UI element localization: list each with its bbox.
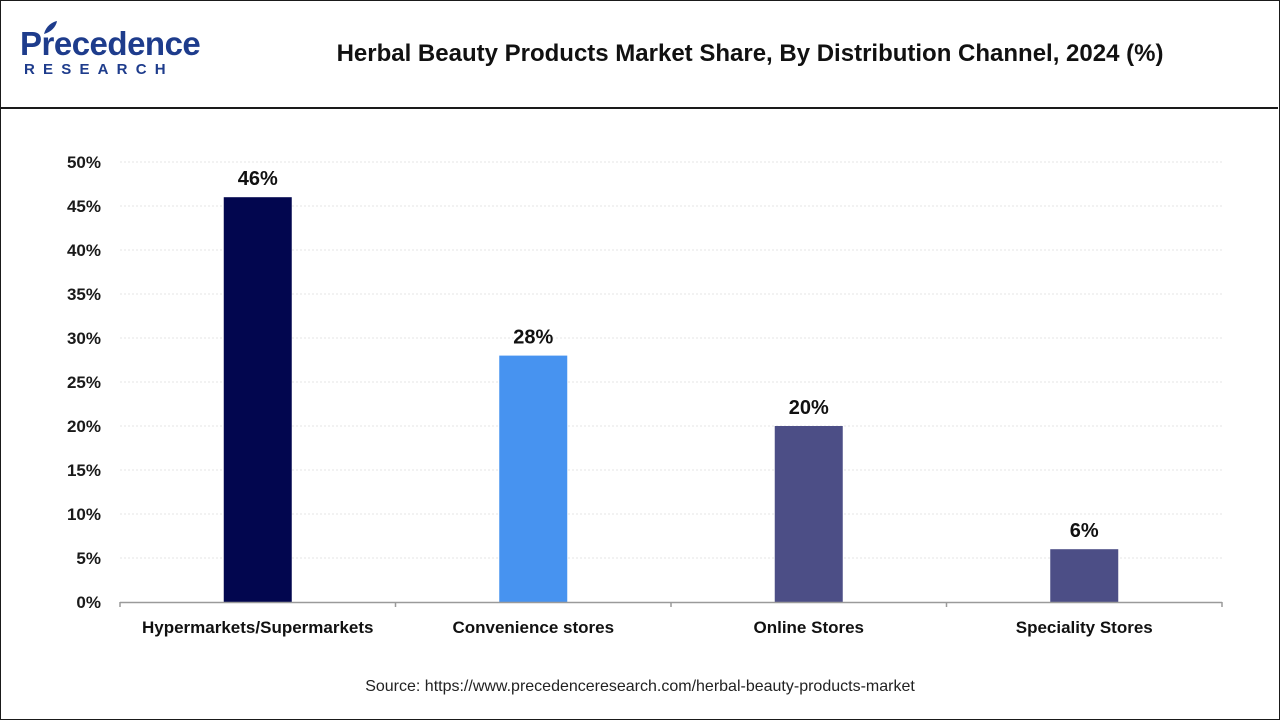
y-tick-label: 0% <box>76 593 101 612</box>
data-label: 28% <box>513 327 553 349</box>
y-tick-label: 30% <box>67 329 101 348</box>
y-tick-label: 20% <box>67 417 101 436</box>
category-label: Convenience stores <box>452 618 614 637</box>
data-label: 20% <box>789 397 829 419</box>
header: Precedence RESEARCH Herbal Beauty Produc… <box>0 0 1278 109</box>
logo-wordmark: Precedence <box>20 25 201 62</box>
bars: 46% 28% 20% 6% <box>223 168 1119 602</box>
bar <box>499 355 568 602</box>
leaf-icon <box>44 21 57 34</box>
y-tick-label: 15% <box>67 461 101 480</box>
category-label: Hypermarkets/Supermarkets <box>142 618 374 637</box>
y-tick-label: 45% <box>67 197 101 216</box>
y-tick-label: 40% <box>67 241 101 260</box>
bar <box>223 197 292 602</box>
y-tick-label: 5% <box>76 549 101 568</box>
data-label: 46% <box>238 168 278 190</box>
y-tick-label: 50% <box>67 153 101 172</box>
chart-title: Herbal Beauty Products Market Share, By … <box>336 40 1164 67</box>
y-axis: 0% 5% 10% 15% 20% 25% 30% 35% 40% 45% 50% <box>67 153 101 612</box>
x-axis: Hypermarkets/Supermarkets Convenience sto… <box>119 601 1223 637</box>
bar <box>1050 549 1119 602</box>
bar <box>774 426 843 602</box>
category-label: Online Stores <box>753 618 864 637</box>
logo-subtitle: RESEARCH <box>24 61 174 78</box>
category-label: Speciality Stores <box>1016 618 1153 637</box>
y-tick-label: 10% <box>67 505 101 524</box>
y-tick-label: 25% <box>67 373 101 392</box>
source-note: Source: https://www.precedenceresearch.c… <box>365 678 915 695</box>
bar-chart: 0% 5% 10% 15% 20% 25% 30% 35% 40% 45% 50% 46% 28% 20… <box>67 153 1223 637</box>
brand-logo: Precedence RESEARCH <box>20 21 220 82</box>
data-label: 6% <box>1070 520 1099 542</box>
y-tick-label: 35% <box>67 285 101 304</box>
